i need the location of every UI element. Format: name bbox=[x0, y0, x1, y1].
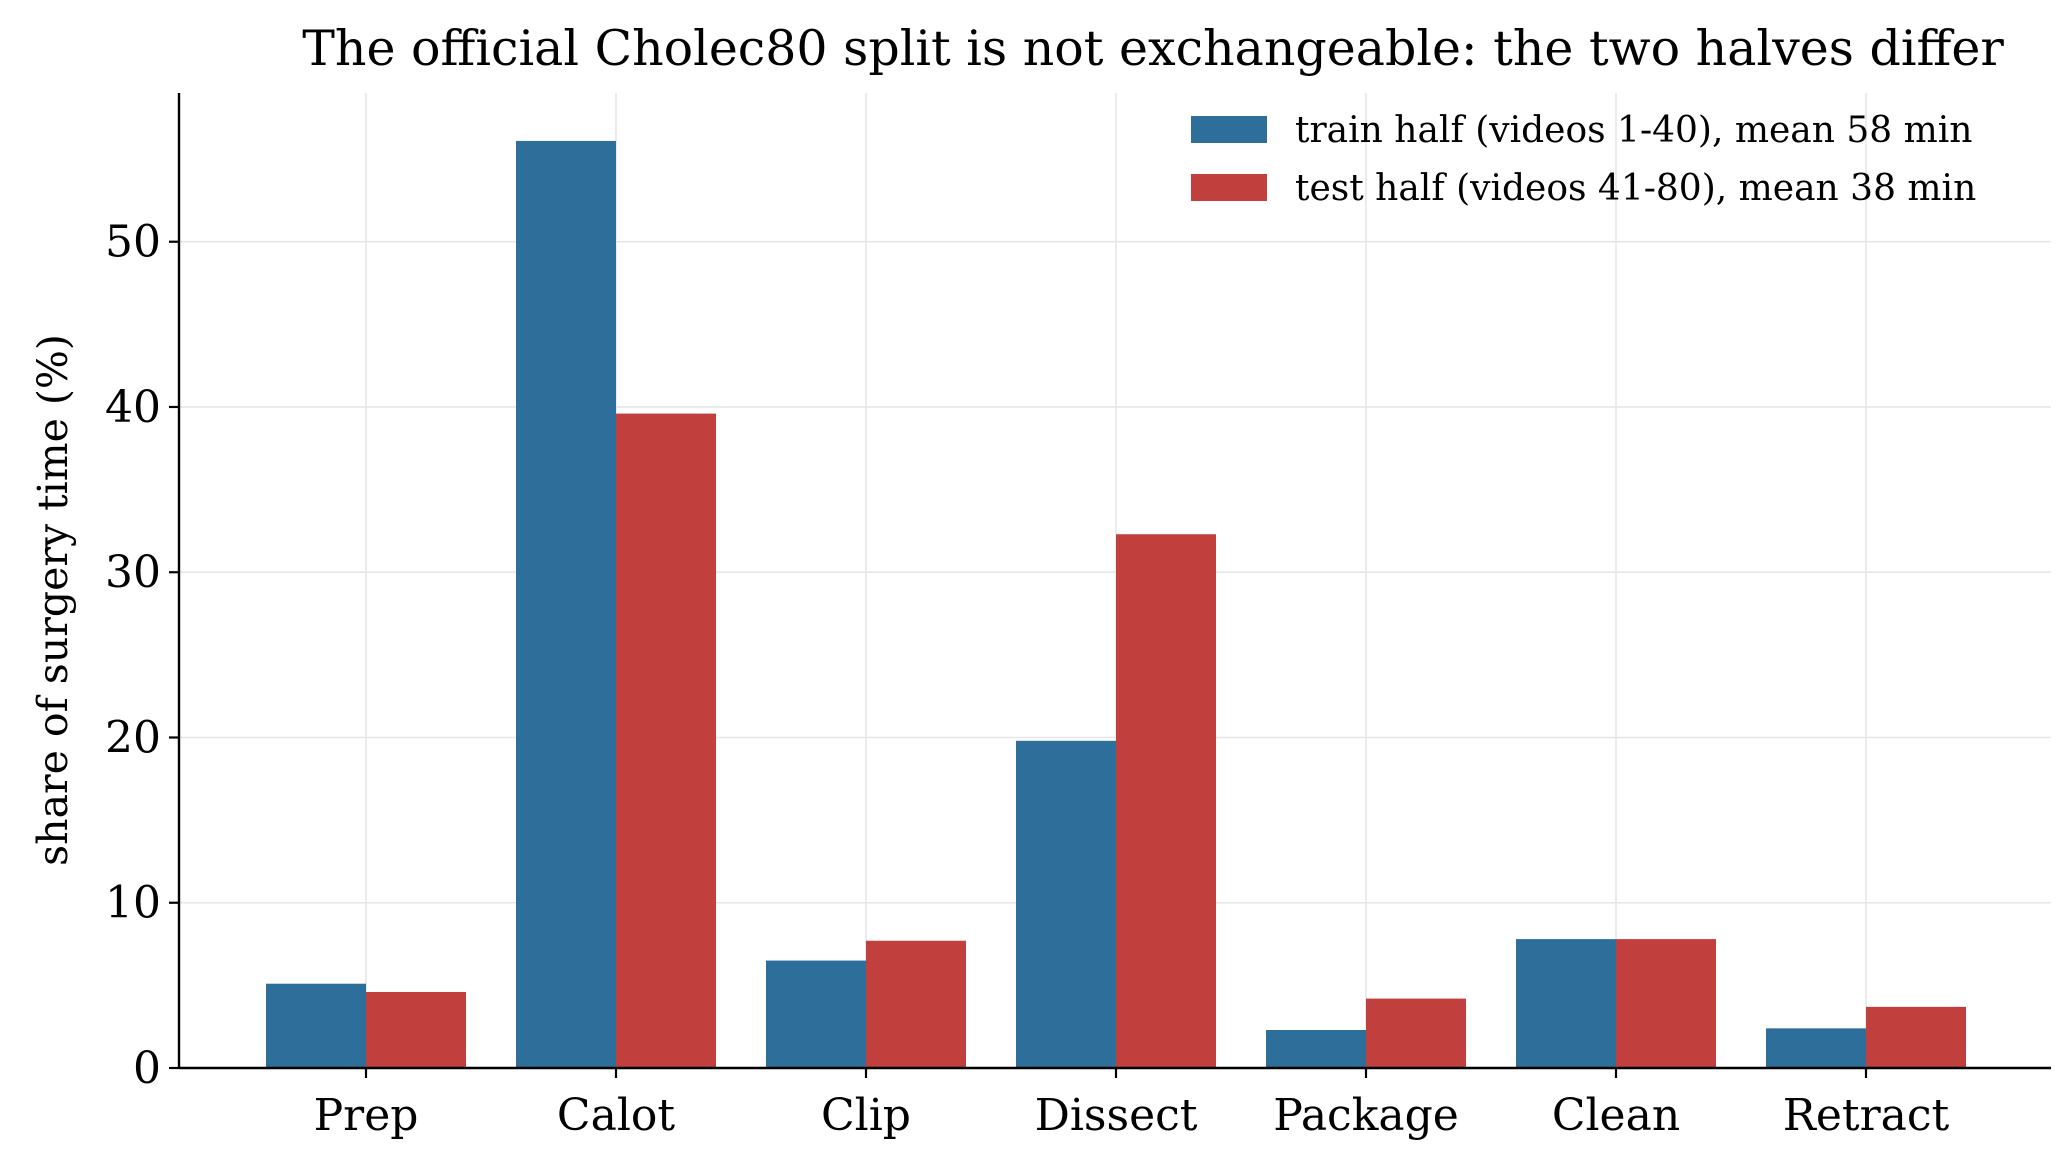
y-tick-label: 20 bbox=[105, 712, 161, 763]
bar-train-calot bbox=[516, 140, 616, 1069]
bar-train-clean bbox=[1516, 939, 1616, 1068]
grid bbox=[179, 93, 2051, 1068]
bar-test-retract bbox=[1866, 1006, 1966, 1068]
legend-swatch-test bbox=[1191, 174, 1267, 201]
bar-test-calot bbox=[616, 413, 716, 1068]
bar-test-dissect bbox=[1116, 534, 1216, 1068]
x-tick-label: Prep bbox=[314, 1090, 419, 1141]
y-tick-label: 30 bbox=[105, 547, 161, 598]
x-tick-label: Retract bbox=[1783, 1090, 1950, 1141]
bar-test-package bbox=[1366, 998, 1466, 1068]
x-tick-label: Clean bbox=[1552, 1090, 1680, 1141]
bars bbox=[266, 140, 1966, 1069]
legend: train half (videos 1-40), mean 58 min tes… bbox=[1191, 110, 1976, 209]
chart-title: The official Cholec80 split is not excha… bbox=[302, 20, 2004, 77]
bar-train-retract bbox=[1766, 1028, 1866, 1068]
x-tick-label: Package bbox=[1273, 1090, 1459, 1141]
x-tick-label: Dissect bbox=[1035, 1090, 1198, 1141]
legend-label-train: train half (videos 1-40), mean 58 min bbox=[1295, 110, 1972, 151]
legend-label-test: test half (videos 41-80), mean 38 min bbox=[1295, 168, 1976, 209]
x-ticks: Prep Calot Clip Dissect Package Clean Retract bbox=[314, 1068, 1950, 1141]
bar-test-prep bbox=[366, 991, 466, 1068]
bar-train-package bbox=[1266, 1029, 1366, 1068]
y-tick-label: 50 bbox=[105, 217, 161, 268]
y-ticks: 0 10 20 30 40 50 bbox=[105, 217, 179, 1094]
x-tick-label: Calot bbox=[557, 1090, 675, 1141]
bar-test-clip bbox=[866, 940, 966, 1068]
legend-swatch-train bbox=[1191, 116, 1267, 143]
bar-test-clean bbox=[1616, 939, 1716, 1068]
bar-train-dissect bbox=[1016, 740, 1116, 1068]
y-tick-label: 10 bbox=[105, 878, 161, 929]
y-axis-label: share of surgery time (%) bbox=[29, 334, 77, 866]
y-tick-label: 40 bbox=[105, 382, 161, 433]
y-tick-label: 0 bbox=[133, 1043, 161, 1094]
bar-train-prep bbox=[266, 983, 366, 1068]
x-tick-label: Clip bbox=[821, 1090, 911, 1141]
bar-train-clip bbox=[766, 960, 866, 1068]
